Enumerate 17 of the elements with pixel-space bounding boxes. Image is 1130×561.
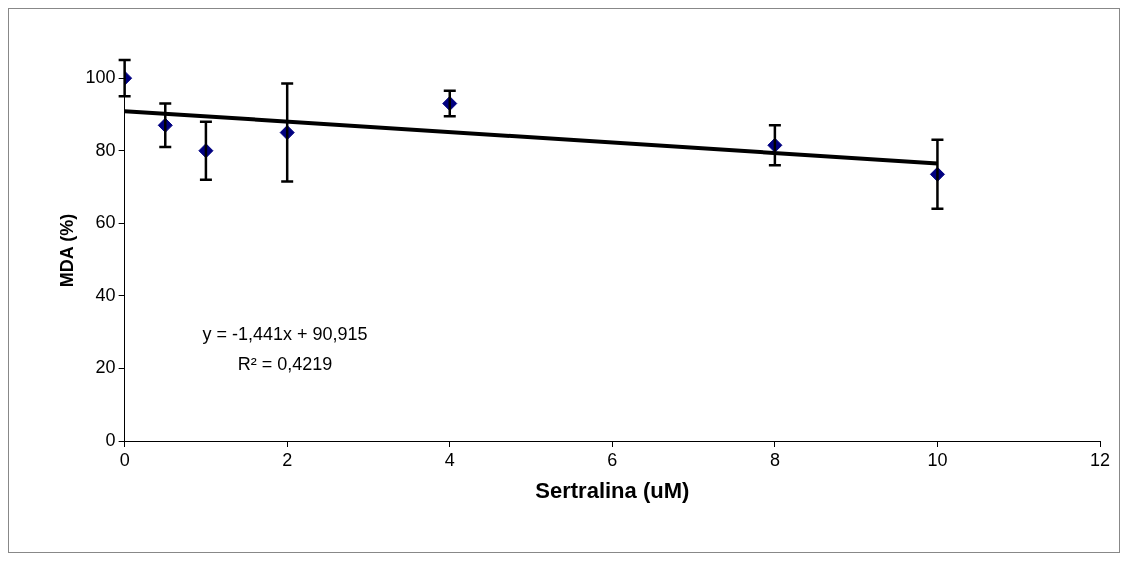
y-tick-label: 0: [105, 429, 116, 450]
x-tick-label: 6: [607, 449, 618, 470]
annotation: y = -1,441x + 90,915: [202, 324, 368, 344]
x-tick-label: 0: [119, 449, 130, 470]
x-tick-label: 2: [282, 449, 293, 470]
y-tick-label: 20: [95, 357, 116, 378]
y-axis-title: MDA (%): [56, 213, 77, 288]
x-tick-label: 8: [769, 449, 780, 470]
annotation: R² = 0,4219: [237, 354, 333, 374]
y-tick-label: 40: [95, 284, 116, 305]
x-tick-label: 4: [444, 449, 455, 470]
x-axis-title: Sertralina (uM): [535, 477, 690, 503]
x-tick-label: 12: [1089, 449, 1111, 470]
y-tick-label: 100: [85, 67, 116, 88]
x-tick-label: 10: [927, 449, 948, 470]
y-tick-label: 80: [95, 139, 116, 160]
y-tick-label: 60: [95, 212, 116, 233]
